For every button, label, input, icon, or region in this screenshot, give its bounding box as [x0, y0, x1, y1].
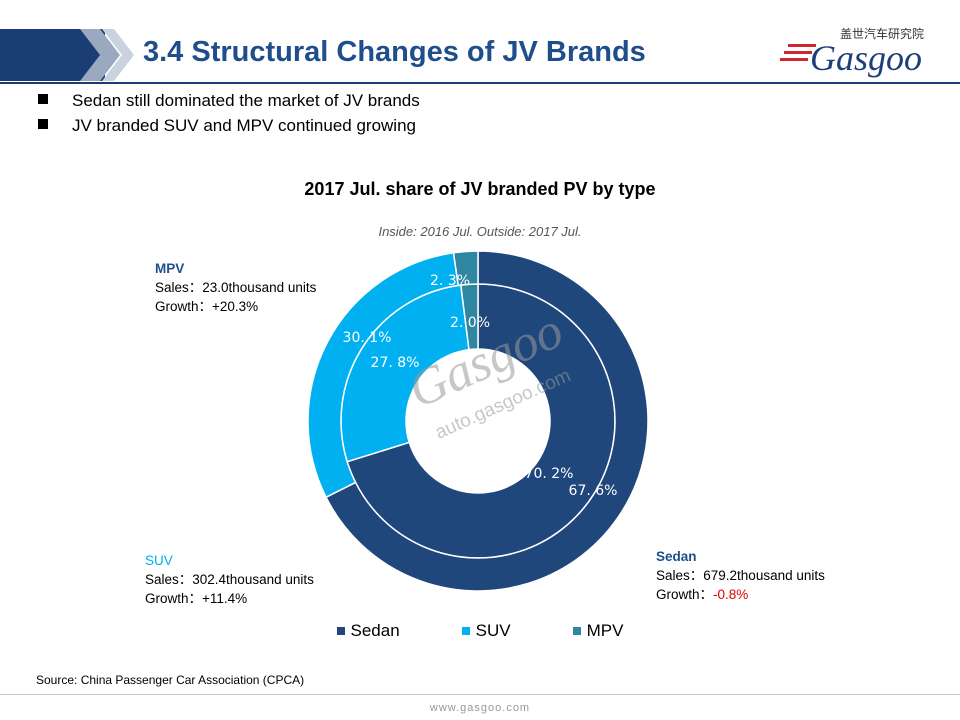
legend-item-sedan: Sedan	[336, 621, 400, 641]
header-divider	[0, 82, 960, 84]
legend-item-mpv: MPV	[572, 621, 623, 641]
footer-url: www.gasgoo.com	[429, 702, 531, 714]
legend-swatch-sedan	[336, 627, 345, 635]
source-note: Source: China Passenger Car Association …	[36, 673, 305, 687]
annotation-sedan-sales: Sales：679.2thousand units	[656, 568, 825, 583]
annotation-mpv-name: MPV	[155, 261, 185, 276]
annotation-mpv: MPV Sales：23.0thousand units Growth：+20.…	[155, 259, 316, 316]
legend-swatch-mpv	[572, 627, 581, 635]
svg-text:盖世汽车研究院: 盖世汽车研究院	[840, 26, 924, 41]
annotation-suv-sales: Sales：302.4thousand units	[145, 572, 314, 587]
annotation-suv: SUV Sales：302.4thousand units Growth：+11…	[145, 551, 314, 608]
outer-ring-slice-mpv	[452, 250, 479, 287]
annotation-suv-name: SUV	[145, 553, 173, 568]
chart-subtitle: Inside: 2016 Jul. Outside: 2017 Jul.	[378, 224, 582, 239]
legend-item-suv: SUV	[461, 621, 511, 641]
outer-ring-slice-sedan	[325, 250, 649, 592]
annotation-sedan-name: Sedan	[656, 549, 697, 564]
bullet-square-icon	[38, 94, 48, 104]
chevron-decoration-icon	[80, 29, 134, 81]
annotation-sedan-growth: Growth：-0.8%	[656, 587, 749, 602]
bullet-item: Sedan still dominated the market of JV b…	[38, 91, 420, 111]
bullet-square-icon	[38, 119, 48, 129]
data-label-inner-mpv: 2. 0%	[450, 315, 490, 331]
chart-legend: Sedan SUV MPV	[0, 621, 960, 641]
annotation-mpv-growth: Growth：+20.3%	[155, 299, 259, 314]
chart-title: 2017 Jul. share of JV branded PV by type	[304, 179, 656, 199]
data-label-outer-sedan: 67. 6%	[569, 483, 618, 499]
gasgoo-logo: 盖世汽车研究院 Gasgoo	[780, 26, 924, 78]
data-label-outer-mpv: 2. 3%	[430, 273, 470, 289]
bullet-item: JV branded SUV and MPV continued growing	[38, 116, 416, 136]
annotation-mpv-sales: Sales：23.0thousand units	[155, 280, 317, 295]
annotation-sedan: Sedan Sales：679.2thousand units Growth：-…	[656, 547, 825, 604]
annotation-suv-growth: Growth：+11.4%	[145, 591, 248, 606]
svg-text:Gasgoo: Gasgoo	[810, 38, 922, 78]
data-label-inner-sedan: 70. 2%	[525, 466, 574, 482]
data-label-inner-suv: 27. 8%	[371, 355, 420, 371]
footer-divider	[0, 694, 960, 695]
data-label-outer-suv: 30. 1%	[343, 330, 392, 346]
page-title: 3.4 Structural Changes of JV Brands	[143, 36, 646, 68]
legend-swatch-suv	[461, 627, 470, 635]
